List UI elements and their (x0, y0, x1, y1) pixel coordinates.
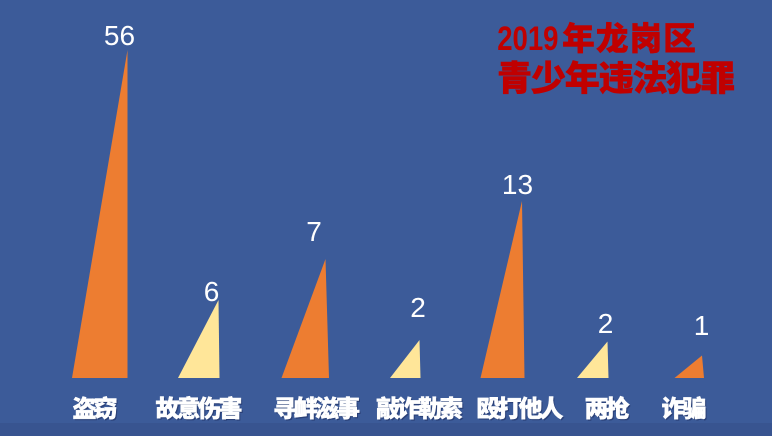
svg-text:7: 7 (306, 216, 322, 247)
svg-text:13: 13 (502, 169, 533, 200)
svg-text:56: 56 (104, 20, 135, 51)
svg-text:2019: 2019 (497, 20, 558, 58)
svg-text:2: 2 (410, 292, 426, 323)
svg-text:6: 6 (204, 276, 220, 307)
svg-text:2: 2 (598, 308, 614, 339)
svg-text:1: 1 (694, 310, 710, 341)
